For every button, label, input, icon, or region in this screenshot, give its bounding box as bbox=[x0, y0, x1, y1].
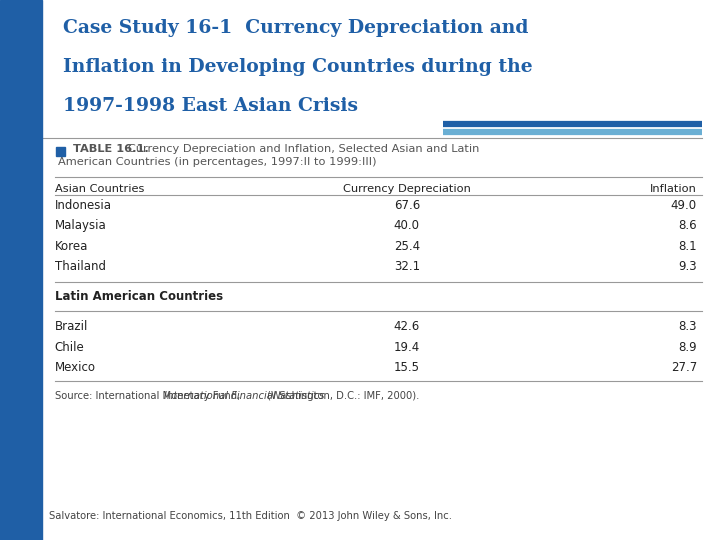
Text: Source: International Monetary Fund,: Source: International Monetary Fund, bbox=[55, 392, 243, 401]
Text: Brazil: Brazil bbox=[55, 320, 88, 333]
Text: 27.7: 27.7 bbox=[671, 361, 697, 374]
Text: 9.3: 9.3 bbox=[678, 260, 697, 273]
Text: Chile: Chile bbox=[55, 341, 84, 354]
Text: Thailand: Thailand bbox=[55, 260, 106, 273]
Text: Asian Countries: Asian Countries bbox=[55, 184, 144, 194]
Text: 1997-1998 East Asian Crisis: 1997-1998 East Asian Crisis bbox=[63, 97, 359, 114]
Text: Case Study 16-1  Currency Depreciation and: Case Study 16-1 Currency Depreciation an… bbox=[63, 19, 529, 37]
Text: 8.3: 8.3 bbox=[678, 320, 697, 333]
Text: (Washington, D.C.: IMF, 2000).: (Washington, D.C.: IMF, 2000). bbox=[264, 392, 420, 401]
Text: Mexico: Mexico bbox=[55, 361, 96, 374]
Text: 8.9: 8.9 bbox=[678, 341, 697, 354]
Text: Currency Depreciation: Currency Depreciation bbox=[343, 184, 471, 194]
Text: American Countries (in percentages, 1997:II to 1999:III): American Countries (in percentages, 1997… bbox=[58, 157, 376, 167]
Text: Malaysia: Malaysia bbox=[55, 219, 107, 232]
Text: TABLE 16.1.: TABLE 16.1. bbox=[73, 144, 149, 154]
Text: 42.6: 42.6 bbox=[394, 320, 420, 333]
Text: International Financial Statistics: International Financial Statistics bbox=[164, 392, 324, 401]
Text: 19.4: 19.4 bbox=[394, 341, 420, 354]
Text: 32.1: 32.1 bbox=[394, 260, 420, 273]
Text: 8.6: 8.6 bbox=[678, 219, 697, 232]
Text: 40.0: 40.0 bbox=[394, 219, 420, 232]
Text: 15.5: 15.5 bbox=[394, 361, 420, 374]
Text: 67.6: 67.6 bbox=[394, 199, 420, 212]
Text: Salvatore: International Economics, 11th Edition  © 2013 John Wiley & Sons, Inc.: Salvatore: International Economics, 11th… bbox=[49, 511, 452, 521]
Text: Inflation in Developing Countries during the: Inflation in Developing Countries during… bbox=[63, 58, 533, 76]
Text: Latin American Countries: Latin American Countries bbox=[55, 291, 223, 303]
Text: Currency Depreciation and Inflation, Selected Asian and Latin: Currency Depreciation and Inflation, Sel… bbox=[117, 144, 479, 154]
Text: Inflation: Inflation bbox=[650, 184, 697, 194]
Text: 49.0: 49.0 bbox=[671, 199, 697, 212]
Text: 25.4: 25.4 bbox=[394, 240, 420, 253]
Text: 8.1: 8.1 bbox=[678, 240, 697, 253]
Text: Korea: Korea bbox=[55, 240, 88, 253]
Text: Indonesia: Indonesia bbox=[55, 199, 112, 212]
